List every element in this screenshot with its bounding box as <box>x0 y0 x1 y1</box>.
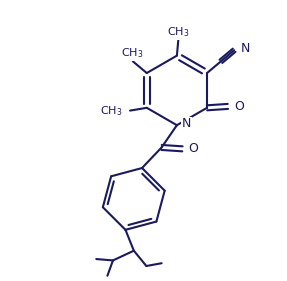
Text: CH$_3$: CH$_3$ <box>121 47 144 60</box>
Text: N: N <box>182 117 191 130</box>
Text: O: O <box>234 100 244 113</box>
Text: CH$_3$: CH$_3$ <box>167 26 189 39</box>
Text: N: N <box>240 42 250 55</box>
Text: O: O <box>189 142 198 155</box>
Text: CH$_3$: CH$_3$ <box>100 104 122 118</box>
